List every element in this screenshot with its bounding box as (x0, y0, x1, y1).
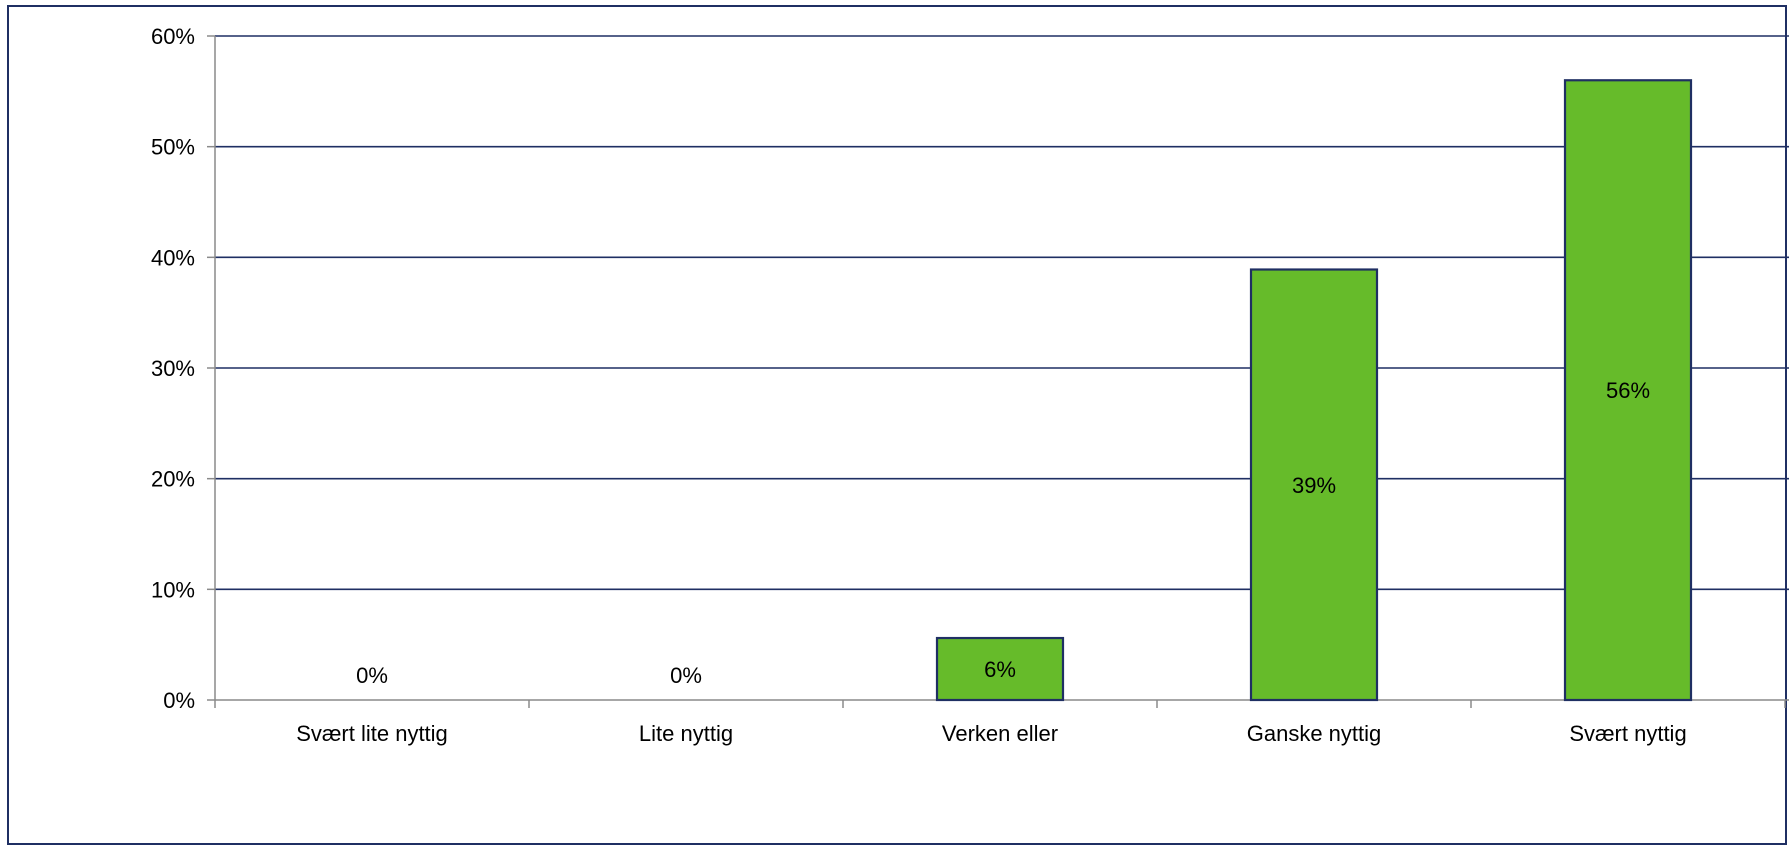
gridlines (215, 35, 1789, 591)
bar (1563, 79, 1693, 702)
data-label: 0% (670, 663, 702, 688)
y-tick-labels: 0% 10% 20% 30% 40% 50% 60% (151, 24, 195, 713)
x-tick-label: Lite nyttig (639, 721, 733, 746)
x-tick-labels: Svært lite nyttig Lite nyttig Verken eller… (296, 721, 1686, 746)
y-tick-label: 20% (151, 467, 195, 492)
x-tick-label: Svært nyttig (1569, 721, 1686, 746)
y-tick-label: 10% (151, 577, 195, 602)
bar (935, 636, 1065, 702)
data-label: 39% (1292, 473, 1336, 498)
data-label: 0% (356, 663, 388, 688)
chart-frame (7, 5, 1787, 845)
data-label: 6% (984, 657, 1016, 682)
bar (1249, 268, 1379, 702)
x-tick-label: Verken eller (942, 721, 1058, 746)
y-tick-label: 60% (151, 24, 195, 49)
data-labels: 0% 0% 6% 39% 56% (356, 378, 1650, 688)
bars (935, 79, 1693, 702)
x-tick-label: Svært lite nyttig (296, 721, 448, 746)
y-tick-label: 40% (151, 245, 195, 270)
x-tick-label: Ganske nyttig (1247, 721, 1382, 746)
y-tick-label: 0% (163, 688, 195, 713)
y-tick-label: 30% (151, 356, 195, 381)
y-tick-label: 50% (151, 135, 195, 160)
data-label: 56% (1606, 378, 1650, 403)
axes (207, 35, 1789, 708)
